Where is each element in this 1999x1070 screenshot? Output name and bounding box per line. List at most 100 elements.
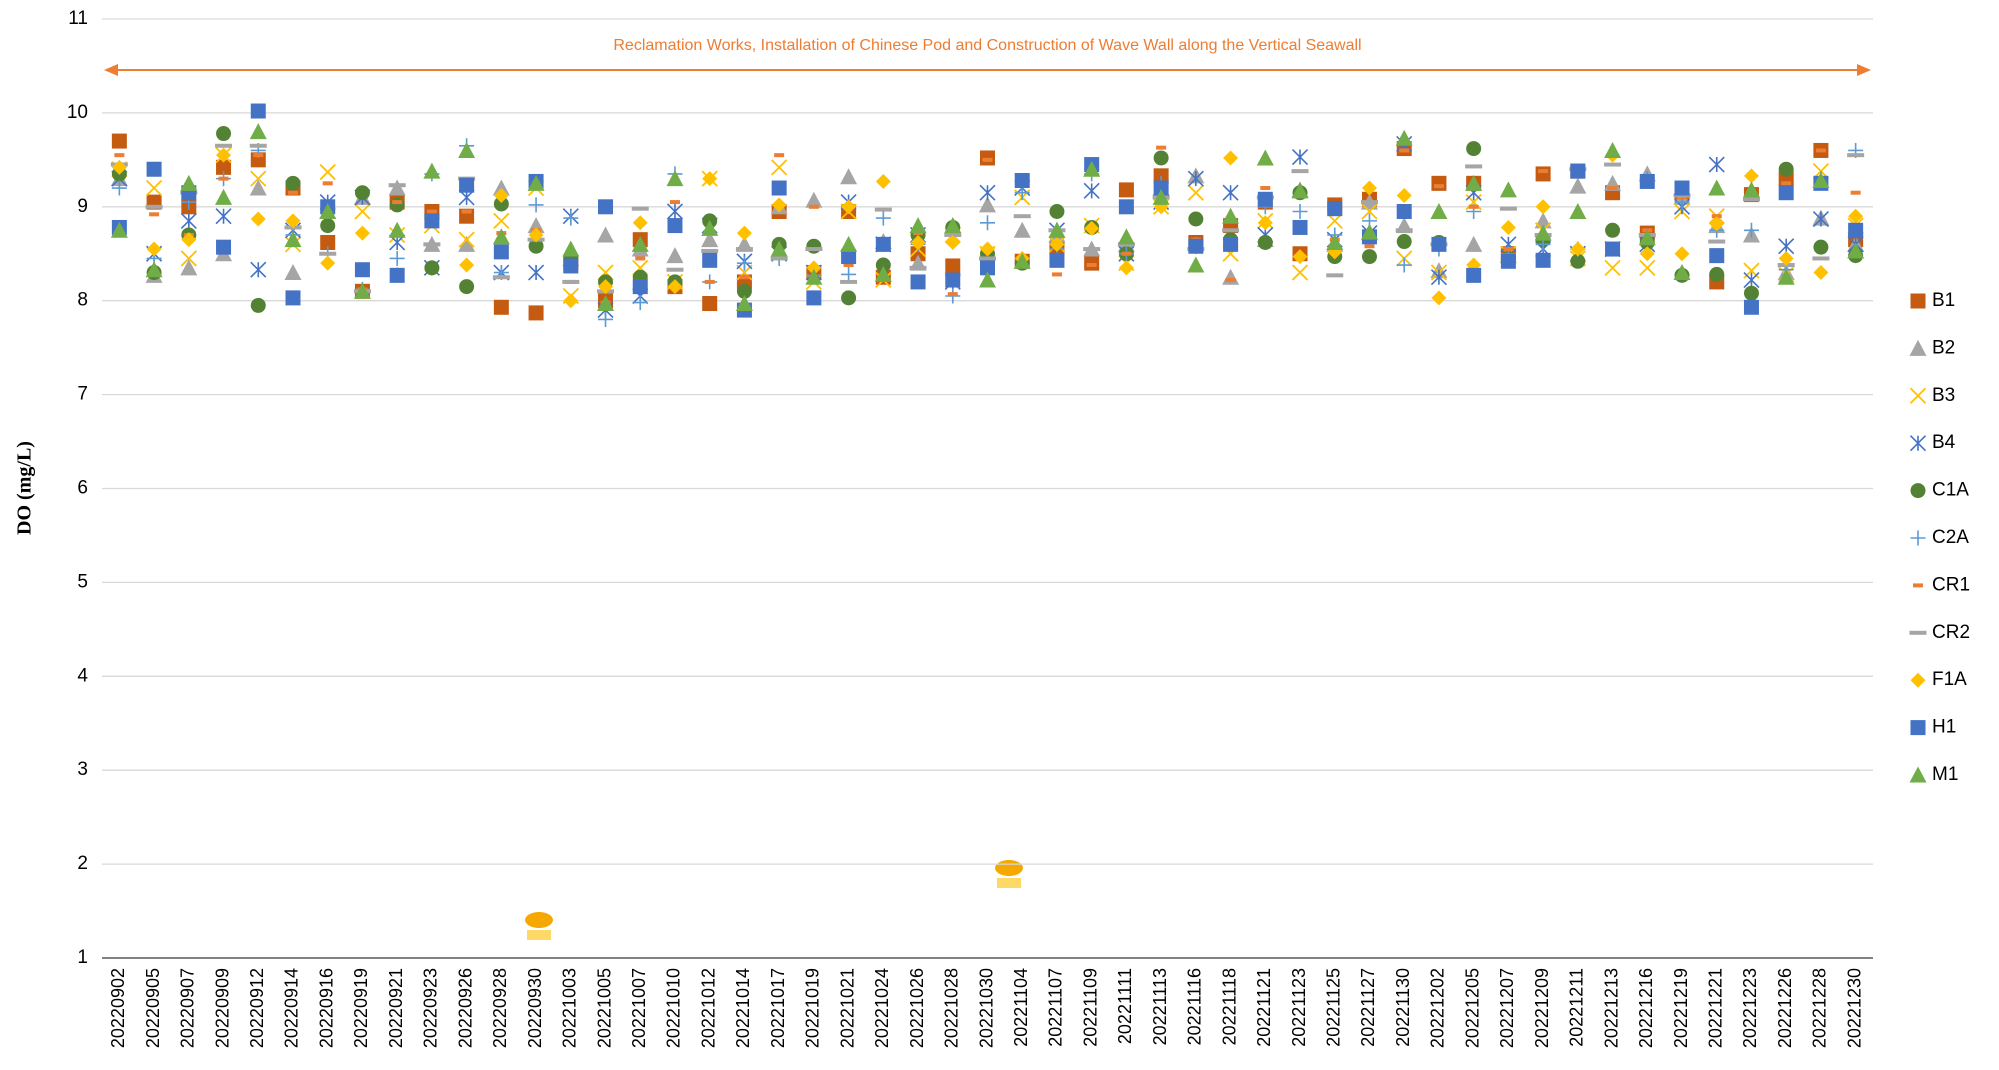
x-tick-label: 20220930	[525, 968, 545, 1048]
marker-diamond	[1570, 241, 1586, 257]
x-tick-label: 20221007	[629, 968, 649, 1048]
legend-label: F1A	[1932, 669, 1967, 690]
marker-square	[1910, 293, 1926, 309]
marker-dash	[1399, 148, 1410, 153]
marker-long-dash	[770, 256, 788, 261]
legend-label: C1A	[1932, 480, 1969, 501]
marker-dash	[1850, 190, 1861, 195]
marker-long-dash	[909, 265, 927, 270]
y-tick-label: 6	[77, 478, 88, 499]
marker-triangle	[1465, 174, 1483, 191]
legend-label: B3	[1932, 385, 1955, 406]
marker-diamond	[702, 171, 718, 187]
marker-asterisk	[979, 184, 996, 201]
marker-square	[528, 305, 544, 321]
marker-plus	[1292, 203, 1308, 219]
marker-triangle	[1638, 229, 1656, 246]
marker-dash	[1468, 204, 1479, 209]
legend-label: B4	[1932, 432, 1956, 453]
x-tick-label: 20221223	[1740, 968, 1760, 1048]
marker-circle	[875, 257, 891, 273]
legend-label: B2	[1932, 337, 1955, 358]
marker-long-dash	[944, 232, 962, 237]
x-tick-label: 20220926	[455, 968, 475, 1048]
marker-square	[1257, 191, 1273, 207]
marker-triangle	[1777, 268, 1795, 285]
marker-square	[1118, 182, 1134, 198]
marker-dash	[1225, 278, 1236, 283]
x-tick-label: 20220919	[351, 968, 371, 1048]
marker-diamond	[181, 232, 197, 248]
marker-triangle	[215, 188, 233, 205]
marker-circle	[1778, 161, 1794, 177]
marker-triangle	[1604, 141, 1622, 158]
x-tick-label: 20220916	[316, 968, 336, 1048]
marker-circle	[841, 290, 857, 306]
marker-circle	[1605, 222, 1621, 238]
marker-plus	[598, 311, 614, 327]
marker-square	[980, 260, 995, 276]
marker-dash	[1086, 263, 1097, 268]
x-tick-label: 20220905	[143, 968, 163, 1048]
marker-circle	[1257, 234, 1273, 250]
marker-diamond	[736, 225, 752, 241]
marker-asterisk	[1187, 170, 1204, 187]
marker-long-dash	[1847, 153, 1865, 158]
y-tick-label: 2	[77, 853, 88, 874]
marker-triangle	[1222, 268, 1240, 285]
marker-circle	[1466, 141, 1482, 157]
marker-x	[145, 179, 163, 197]
x-tick-label: 20221017	[768, 968, 788, 1048]
x-tick-label: 20221209	[1532, 968, 1552, 1048]
marker-triangle	[1013, 252, 1031, 269]
marker-triangle	[458, 235, 476, 252]
marker-plus	[980, 215, 995, 231]
x-tick-label: 20221205	[1462, 968, 1482, 1048]
marker-plus	[1396, 257, 1412, 273]
marker-dash	[1433, 184, 1444, 189]
marker-x	[250, 170, 267, 187]
marker-dash	[913, 231, 924, 236]
y-tick-label: 5	[77, 571, 88, 592]
marker-long-dash	[805, 247, 823, 252]
marker-long-dash	[423, 242, 441, 247]
marker-long-dash	[1013, 214, 1031, 219]
marker-circle	[320, 218, 336, 234]
marker-square	[945, 258, 961, 274]
marker-circle	[1049, 203, 1065, 219]
marker-square	[216, 159, 232, 175]
marker-diamond	[1500, 219, 1516, 235]
marker-plus	[528, 197, 544, 213]
marker-long-dash	[1708, 239, 1726, 244]
marker-diamond	[1431, 290, 1447, 306]
marker-square	[632, 279, 648, 295]
marker-diamond	[493, 188, 509, 204]
marker-long-dash	[1083, 247, 1101, 252]
marker-triangle	[979, 271, 996, 288]
x-tick-label: 20221216	[1636, 968, 1656, 1048]
marker-dash	[392, 200, 403, 205]
marker-triangle	[1117, 228, 1135, 245]
marker-long-dash	[562, 279, 580, 284]
y-tick-label: 10	[67, 102, 88, 123]
marker-diamond	[875, 173, 891, 189]
marker-x	[1909, 387, 1927, 404]
x-tick-label: 20220909	[212, 968, 232, 1048]
marker-diamond	[1848, 208, 1864, 224]
marker-triangle	[1465, 235, 1483, 252]
marker-triangle	[805, 191, 823, 208]
x-tick-label: 20221121	[1254, 968, 1274, 1047]
marker-plus	[1910, 530, 1926, 546]
y-tick-label: 1	[77, 947, 88, 968]
marker-x	[1604, 259, 1621, 276]
x-tick-label: 20221221	[1705, 968, 1725, 1048]
marker-diamond	[528, 227, 544, 243]
marker-diamond	[1535, 199, 1551, 215]
marker-dash	[947, 292, 958, 297]
marker-triangle	[1013, 221, 1031, 238]
marker-square	[702, 252, 718, 268]
x-tick-label: 20221021	[837, 968, 857, 1048]
marker-diamond	[1118, 260, 1134, 276]
marker-triangle	[353, 282, 371, 299]
marker-square	[806, 290, 822, 306]
